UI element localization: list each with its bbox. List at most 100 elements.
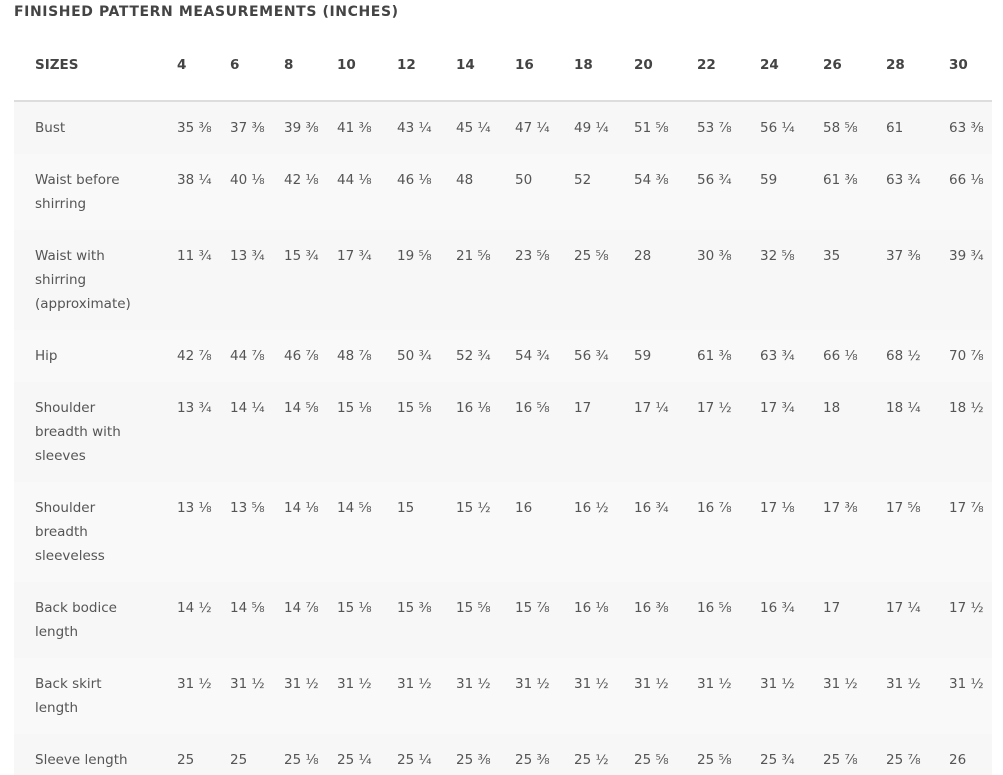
measurement-cell: 16 ⅝ — [697, 582, 760, 658]
measurement-cell: 47 ¼ — [515, 101, 574, 154]
size-header: 8 — [284, 30, 337, 102]
measurement-cell: 25 ⅞ — [886, 734, 949, 775]
measurement-cell: 17 ⅜ — [823, 482, 886, 582]
measurement-cell: 46 ⅛ — [397, 154, 456, 230]
measurement-cell: 15 ⅞ — [515, 582, 574, 658]
measurement-value: 14 ⅛ — [284, 500, 319, 516]
size-header: 26 — [823, 30, 886, 102]
measurement-cell: 17 ¼ — [634, 382, 697, 482]
measurement-cell: 42 ⅞ — [177, 330, 230, 382]
measurement-cell: 15 ⅛ — [337, 382, 397, 482]
measurement-cell: 56 ¾ — [697, 154, 760, 230]
measurement-cell: 59 — [760, 154, 823, 230]
measurement-value: 66 ⅛ — [823, 348, 858, 364]
measurement-value: 23 ⅝ — [515, 248, 550, 264]
measurement-value: 17 — [823, 600, 841, 616]
measurement-value: 25 ⅞ — [823, 752, 858, 768]
measurement-value: 13 ⅝ — [230, 500, 265, 516]
measurement-value: 59 — [634, 348, 652, 364]
row-label: Bust — [35, 120, 66, 136]
measurement-value: 49 ¼ — [574, 120, 609, 136]
measurement-cell: 14 ⅝ — [337, 482, 397, 582]
measurement-cell: 17 ½ — [697, 382, 760, 482]
row-label-cell: Sleeve length — [14, 734, 177, 775]
size-header: 12 — [397, 30, 456, 102]
measurement-value: 25 ¾ — [760, 752, 795, 768]
measurement-value: 25 ⅜ — [456, 752, 491, 768]
measurement-cell: 42 ⅛ — [284, 154, 337, 230]
measurement-cell: 11 ¾ — [177, 230, 230, 330]
measurement-value: 17 — [574, 400, 592, 416]
measurement-value: 37 ⅜ — [230, 120, 265, 136]
measurement-value: 25 ⅝ — [697, 752, 732, 768]
measurement-cell: 25 ⅞ — [823, 734, 886, 775]
measurement-cell: 54 ⅜ — [634, 154, 697, 230]
measurement-cell: 13 ¾ — [230, 230, 284, 330]
row-label-cell: Shoulder breadth sleeveless — [14, 482, 177, 582]
measurement-value: 26 — [949, 752, 967, 768]
measurement-value: 25 ⅝ — [634, 752, 669, 768]
measurement-value: 14 ¼ — [230, 400, 265, 416]
measurement-value: 45 ¼ — [456, 120, 491, 136]
measurement-value: 17 ⅝ — [886, 500, 921, 516]
row-label: Waist before shirring — [35, 172, 120, 212]
measurement-cell: 17 ⅛ — [760, 482, 823, 582]
measurement-value: 70 ⅞ — [949, 348, 984, 364]
measurement-cell: 37 ⅜ — [230, 101, 284, 154]
measurement-cell: 15 ⅝ — [397, 382, 456, 482]
measurement-cell: 61 ⅜ — [697, 330, 760, 382]
measurement-value: 53 ⅞ — [697, 120, 732, 136]
measurement-cell: 31 ½ — [574, 658, 634, 734]
measurement-value: 48 — [456, 172, 474, 188]
measurement-value: 61 ⅜ — [697, 348, 732, 364]
measurement-cell: 16 ⅝ — [515, 382, 574, 482]
measurement-row: Sleeve length 25 25 25 ⅛ 25 ¼ 25 ¼ 25 ⅜ 25 ⅜ 25 … — [14, 734, 992, 775]
measurement-cell: 16 ½ — [574, 482, 634, 582]
measurement-cell: 30 ⅜ — [697, 230, 760, 330]
measurement-value: 13 ¾ — [177, 400, 212, 416]
measurement-value: 43 ¼ — [397, 120, 432, 136]
measurement-value: 48 ⅞ — [337, 348, 372, 364]
table-body: Bust 35 ⅜ 37 ⅜ 39 ⅜ 41 ⅜ 43 ¼ 45 ¼ 47 ¼ 49 ¼ 51 ⅝… — [14, 101, 992, 775]
measurement-value: 16 — [515, 500, 533, 516]
measurement-value: 17 ½ — [949, 600, 984, 616]
measurement-value: 31 ½ — [397, 676, 432, 692]
measurement-row: Back bodice length 14 ½ 14 ⅝ 14 ⅞ 15 ⅛ 15 ⅜ 15… — [14, 582, 992, 658]
measurement-row: Waist before shirring 38 ¼ 40 ⅛ 42 ⅛ 44 ⅛ 46 … — [14, 154, 992, 230]
measurement-value: 63 ¾ — [886, 172, 921, 188]
row-label: Back skirt length — [35, 676, 102, 716]
measurement-value: 66 ⅛ — [949, 172, 984, 188]
measurement-cell: 43 ¼ — [397, 101, 456, 154]
measurement-cell: 17 ½ — [949, 582, 992, 658]
measurement-value: 16 ⅛ — [456, 400, 491, 416]
size-header: 6 — [230, 30, 284, 102]
size-header: 24 — [760, 30, 823, 102]
measurement-value: 18 — [823, 400, 841, 416]
measurement-cell: 40 ⅛ — [230, 154, 284, 230]
measurement-value: 17 ¾ — [337, 248, 372, 264]
measurement-cell: 50 — [515, 154, 574, 230]
measurement-cell: 41 ⅜ — [337, 101, 397, 154]
measurement-cell: 35 — [823, 230, 886, 330]
measurement-value: 40 ⅛ — [230, 172, 265, 188]
measurement-cell: 15 ½ — [456, 482, 515, 582]
measurement-value: 16 ⅜ — [634, 600, 669, 616]
measurement-cell: 13 ⅛ — [177, 482, 230, 582]
measurement-value: 58 ⅝ — [823, 120, 858, 136]
measurement-value: 54 ⅜ — [634, 172, 669, 188]
measurement-cell: 48 ⅞ — [337, 330, 397, 382]
measurement-value: 25 ⅜ — [515, 752, 550, 768]
measurement-cell: 63 ⅜ — [949, 101, 992, 154]
row-label: Hip — [35, 348, 58, 364]
measurement-value: 32 ⅝ — [760, 248, 795, 264]
measurement-cell: 13 ⅝ — [230, 482, 284, 582]
measurement-value: 16 ⅛ — [574, 600, 609, 616]
row-label-cell: Bust — [14, 101, 177, 154]
measurement-cell: 14 ⅞ — [284, 582, 337, 658]
measurement-value: 31 ½ — [949, 676, 984, 692]
measurement-value: 25 ¼ — [337, 752, 372, 768]
measurement-value: 31 ½ — [760, 676, 795, 692]
measurement-value: 47 ¼ — [515, 120, 550, 136]
measurement-cell: 68 ½ — [886, 330, 949, 382]
measurement-cell: 13 ¾ — [177, 382, 230, 482]
